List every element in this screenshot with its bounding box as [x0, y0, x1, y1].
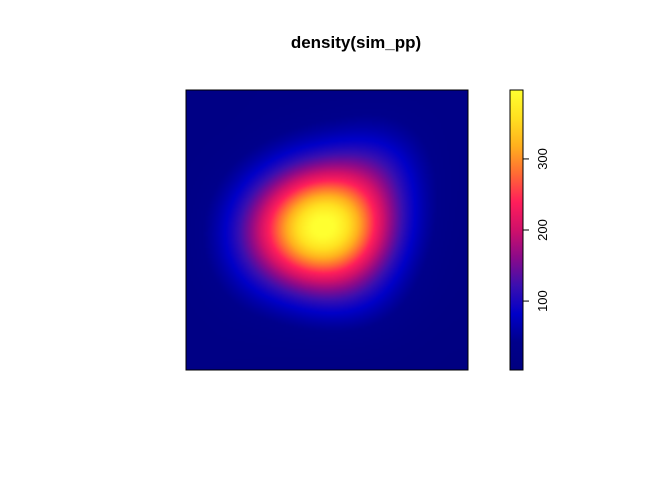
colorbar-tick-label: 300 [535, 148, 550, 170]
density-plot-area [185, 89, 469, 371]
colorbar-tick-label: 100 [535, 290, 550, 312]
colorbar-gradient [510, 90, 523, 370]
colorbar-tick-label: 200 [535, 219, 550, 241]
colorbar-ticks: 100 200 300 [523, 148, 550, 312]
density-heatmap [186, 90, 468, 370]
plot-frame [185, 89, 469, 371]
chart-title: density(sim_pp) [291, 33, 421, 52]
colorbar: 100 200 300 [509, 89, 550, 371]
